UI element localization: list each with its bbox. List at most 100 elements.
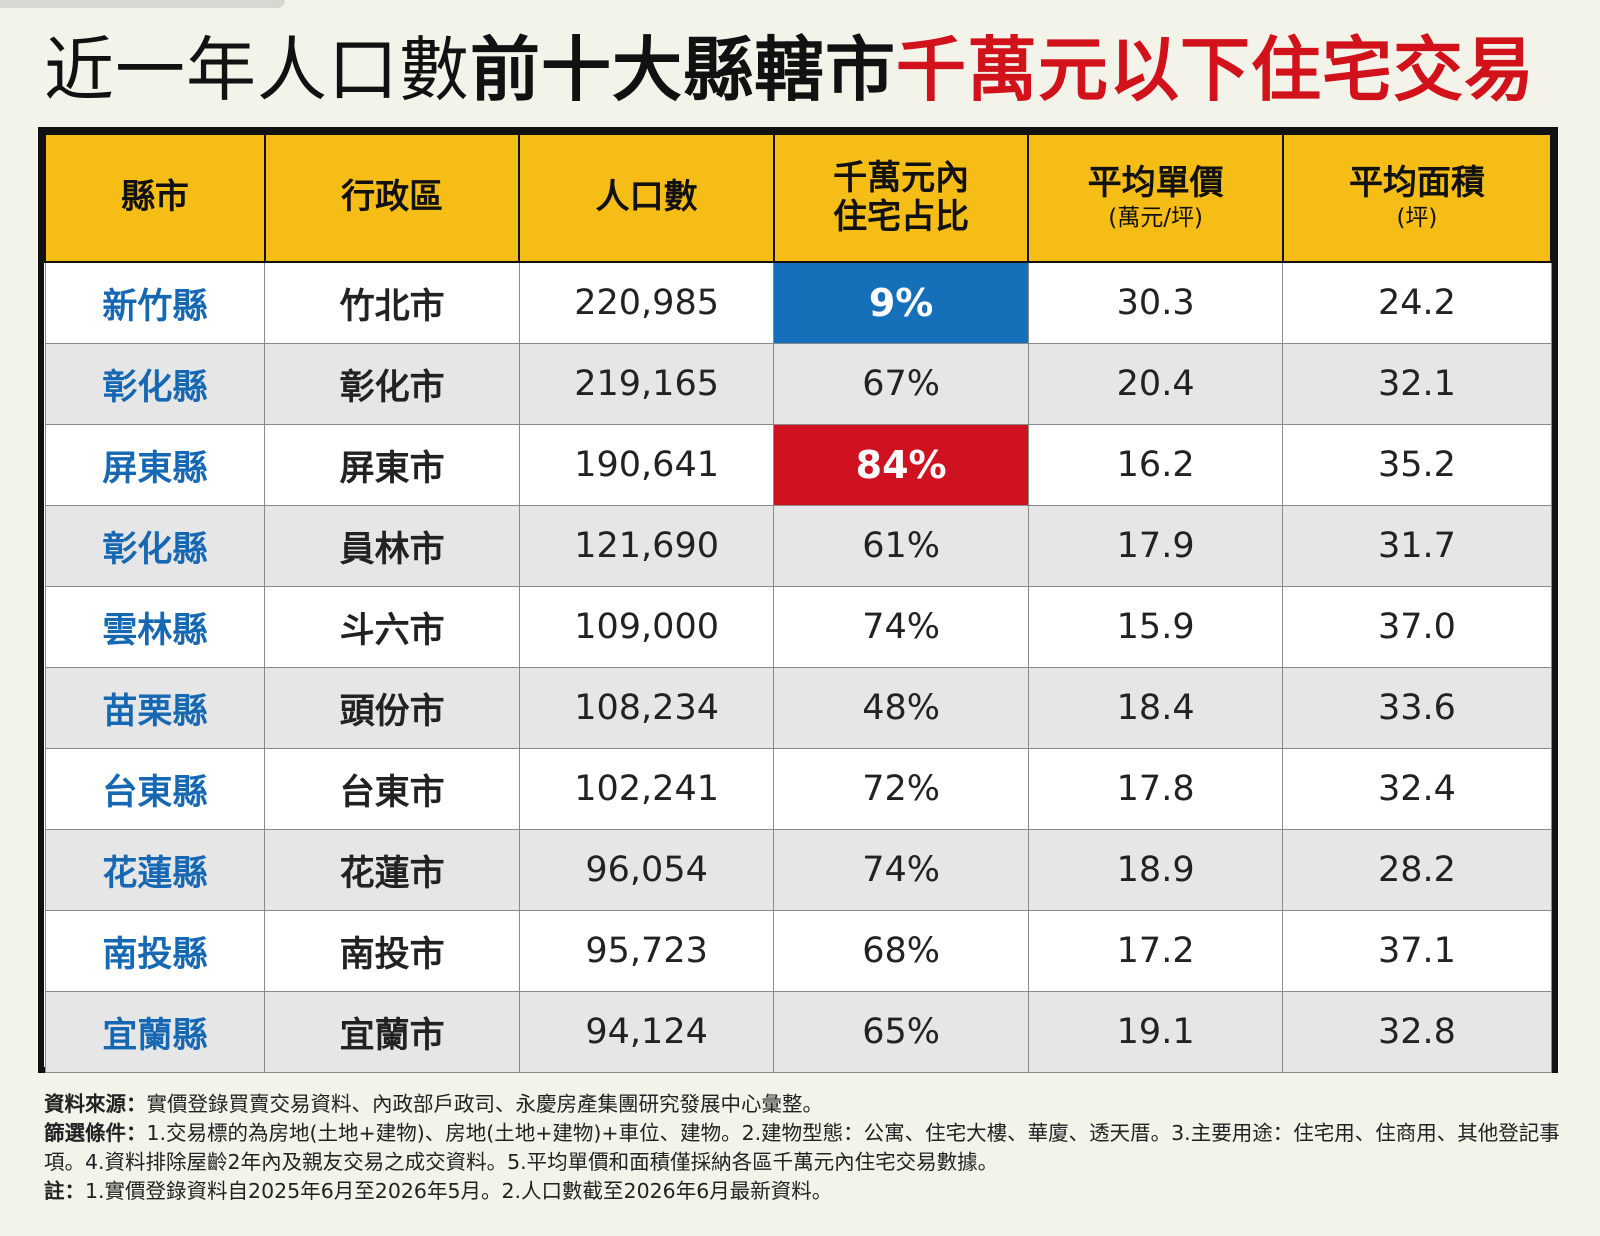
remark-text: 1.實價登錄資料自2025年6月至2026年5月。2.人口數截至2026年6月最… [85,1179,833,1203]
area-cell: 24.2 [1282,261,1552,344]
county-cell: 台東縣 [44,748,266,830]
unit-price-cell: 18.9 [1027,829,1284,911]
unit-price-cell: 18.4 [1027,667,1284,749]
column-header: 千萬元內 住宅占比 [772,133,1030,263]
column-header: 人口數 [518,133,775,263]
filter-text: 1.交易標的為房地(土地+建物)、房地(土地+建物)+車位、建物。2.建物型態：… [44,1121,1560,1174]
district-cell: 斗六市 [264,586,520,668]
share-cell: 48% [773,667,1029,749]
filter-note: 篩選條件：1.交易標的為房地(土地+建物)、房地(土地+建物)+車位、建物。2.… [44,1119,1574,1177]
remark-label: 註： [44,1179,85,1203]
population-cell: 190,641 [518,424,775,506]
area-cell: 35.2 [1282,424,1552,506]
district-cell: 台東市 [264,748,520,830]
district-cell: 屏東市 [264,424,520,506]
unit-price-cell: 16.2 [1027,424,1284,506]
column-header-label: 人口數 [595,177,698,218]
district-cell: 南投市 [264,910,520,992]
district-cell: 員林市 [264,505,520,587]
unit-price-cell: 17.9 [1027,505,1284,587]
population-cell: 220,985 [518,261,775,344]
population-cell: 109,000 [518,586,775,668]
data-table: 縣市 行政區 人口數 千萬元內 住宅占比 平均單價 (萬元/坪) 平均面積 (坪) 新竹縣 竹北… [44,133,1553,1073]
share-cell: 65% [773,991,1029,1073]
table-row: 宜蘭縣 宜蘭市 94,124 65% 19.1 32.8 [44,991,1552,1073]
title-part-3: 千萬元以下住宅交易 [896,29,1535,111]
county-cell: 新竹縣 [44,261,266,344]
table-row: 花蓮縣 花蓮市 96,054 74% 18.9 28.2 [44,829,1552,911]
area-cell: 37.0 [1282,586,1552,668]
district-cell: 頭份市 [264,667,520,749]
share-cell: 68% [773,910,1029,992]
share-cell: 72% [773,748,1029,830]
area-cell: 32.1 [1282,343,1552,425]
unit-price-cell: 20.4 [1027,343,1284,425]
column-header-label: 平均單價 [1087,163,1224,204]
table-row: 南投縣 南投市 95,723 68% 17.2 37.1 [44,910,1552,992]
county-cell: 彰化縣 [44,343,266,425]
table-row: 彰化縣 員林市 121,690 61% 17.9 31.7 [44,505,1552,587]
county-cell: 宜蘭縣 [44,991,266,1073]
share-cell: 74% [773,829,1029,911]
population-cell: 95,723 [518,910,775,992]
table-header-row: 縣市 行政區 人口數 千萬元內 住宅占比 平均單價 (萬元/坪) 平均面積 (坪) [44,133,1553,263]
area-cell: 31.7 [1282,505,1552,587]
district-cell: 彰化市 [264,343,520,425]
table-row: 雲林縣 斗六市 109,000 74% 15.9 37.0 [44,586,1552,668]
area-cell: 32.8 [1282,991,1552,1073]
area-cell: 37.1 [1282,910,1552,992]
table-row: 台東縣 台東市 102,241 72% 17.8 32.4 [44,748,1552,830]
unit-price-cell: 19.1 [1027,991,1284,1073]
county-cell: 雲林縣 [44,586,266,668]
source-note: 資料來源：實價登錄買賣交易資料、內政部戶政司、永慶房產集團研究發展中心彙整。 [44,1090,1574,1119]
population-cell: 96,054 [518,829,775,911]
unit-price-cell: 15.9 [1027,586,1284,668]
column-header: 行政區 [263,133,521,263]
title-part-1: 近一年人口數 [44,29,470,111]
column-header: 平均單價 (萬元/坪) [1027,133,1284,263]
population-cell: 219,165 [518,343,775,425]
source-label: 資料來源： [44,1092,147,1116]
filter-label: 篩選條件： [44,1121,147,1145]
share-cell: 84% [773,424,1029,506]
unit-price-cell: 30.3 [1027,261,1284,344]
column-header: 平均面積 (坪) [1281,133,1553,263]
table-row: 苗栗縣 頭份市 108,234 48% 18.4 33.6 [44,667,1552,749]
county-cell: 南投縣 [44,910,266,992]
population-cell: 108,234 [518,667,775,749]
county-cell: 花蓮縣 [44,829,266,911]
share-cell: 67% [773,343,1029,425]
share-cell: 74% [773,586,1029,668]
district-cell: 花蓮市 [264,829,520,911]
area-cell: 32.4 [1282,748,1552,830]
share-cell: 9% [773,261,1029,344]
unit-price-cell: 17.8 [1027,748,1284,830]
table-row: 屏東縣 屏東市 190,641 84% 16.2 35.2 [44,424,1552,506]
county-cell: 苗栗縣 [44,667,266,749]
county-cell: 彰化縣 [44,505,266,587]
column-header-unit: (坪) [1396,205,1438,232]
district-cell: 宜蘭市 [264,991,520,1073]
page-title: 近一年人口數前十大縣轄市千萬元以下住宅交易 [44,20,1584,120]
top-tab-decoration [0,0,285,8]
column-header-label: 行政區 [341,177,444,218]
column-header-unit: (萬元/坪) [1108,205,1203,232]
share-cell: 61% [773,505,1029,587]
title-part-2: 前十大縣轄市 [470,29,896,111]
data-table-frame: 縣市 行政區 人口數 千萬元內 住宅占比 平均單價 (萬元/坪) 平均面積 (坪) 新竹縣 竹北… [38,127,1558,1073]
table-row: 彰化縣 彰化市 219,165 67% 20.4 32.1 [44,343,1552,425]
population-cell: 94,124 [518,991,775,1073]
area-cell: 33.6 [1282,667,1552,749]
footnotes: 資料來源：實價登錄買賣交易資料、內政部戶政司、永慶房產集團研究發展中心彙整。 篩… [44,1090,1574,1206]
unit-price-cell: 17.2 [1027,910,1284,992]
table-row: 新竹縣 竹北市 220,985 9% 30.3 24.2 [44,261,1552,344]
area-cell: 28.2 [1282,829,1552,911]
population-cell: 121,690 [518,505,775,587]
column-header: 縣市 [44,133,266,263]
population-cell: 102,241 [518,748,775,830]
county-cell: 屏東縣 [44,424,266,506]
column-header-label: 平均面積 [1348,163,1485,204]
source-text: 實價登錄買賣交易資料、內政部戶政司、永慶房產集團研究發展中心彙整。 [146,1092,824,1116]
district-cell: 竹北市 [264,261,520,344]
remark-note: 註：1.實價登錄資料自2025年6月至2026年5月。2.人口數截至2026年6… [44,1177,1574,1206]
